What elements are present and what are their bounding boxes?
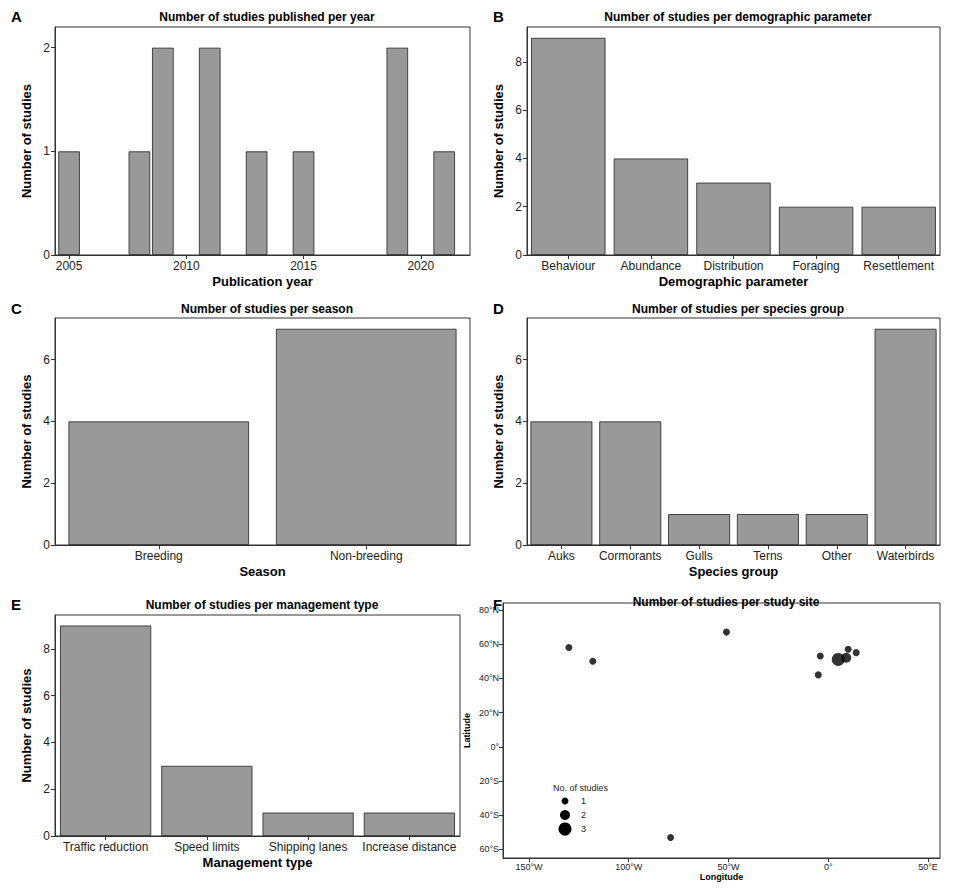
svg-text:Number of studies: Number of studies (19, 668, 34, 782)
svg-text:Number of studies published pe: Number of studies published per year (159, 10, 375, 24)
svg-text:Terns: Terns (753, 549, 782, 563)
svg-text:Longitude: Longitude (700, 872, 744, 882)
svg-text:Behaviour: Behaviour (541, 259, 595, 273)
svg-text:1: 1 (581, 796, 586, 806)
svg-text:0: 0 (43, 248, 50, 262)
svg-text:60°N: 60°N (479, 639, 499, 649)
svg-text:Demographic parameter: Demographic parameter (659, 274, 809, 289)
svg-text:Breeding: Breeding (135, 549, 183, 563)
svg-text:150°W: 150°W (515, 862, 543, 872)
svg-text:50°E: 50°E (918, 862, 938, 872)
svg-text:Number of studies per manageme: Number of studies per management type (146, 598, 379, 612)
svg-text:2: 2 (581, 810, 586, 820)
svg-text:Speed limits: Speed limits (174, 840, 239, 854)
svg-text:Abundance: Abundance (621, 259, 682, 273)
svg-text:2: 2 (515, 476, 522, 490)
svg-text:E: E (11, 596, 21, 613)
svg-text:2005: 2005 (56, 259, 83, 273)
svg-text:Distribution: Distribution (703, 259, 763, 273)
svg-text:Number of studies per species: Number of studies per species group (632, 302, 844, 316)
svg-text:Shipping lanes: Shipping lanes (269, 840, 348, 854)
svg-text:4: 4 (43, 414, 50, 428)
svg-text:Management type: Management type (203, 855, 313, 870)
svg-text:Resettlement: Resettlement (863, 259, 934, 273)
svg-text:20°N: 20°N (479, 708, 499, 718)
svg-text:Auks: Auks (548, 549, 575, 563)
svg-text:8: 8 (43, 642, 50, 656)
svg-text:Number of studies per season: Number of studies per season (181, 302, 353, 316)
svg-text:0°: 0° (824, 862, 833, 872)
svg-text:6: 6 (515, 103, 522, 117)
svg-text:4: 4 (43, 735, 50, 749)
svg-text:40°N: 40°N (479, 673, 499, 683)
svg-text:6: 6 (43, 353, 50, 367)
svg-text:3: 3 (581, 824, 586, 834)
svg-text:2: 2 (43, 41, 50, 55)
svg-text:100°W: 100°W (615, 862, 643, 872)
svg-text:8: 8 (515, 55, 522, 69)
svg-text:0°: 0° (490, 742, 499, 752)
svg-text:40°S: 40°S (479, 810, 499, 820)
svg-text:6: 6 (515, 353, 522, 367)
svg-text:Traffic reduction: Traffic reduction (63, 840, 148, 854)
svg-text:2010: 2010 (173, 259, 200, 273)
svg-text:Publication year: Publication year (212, 274, 312, 289)
svg-text:Species group: Species group (689, 564, 779, 579)
svg-text:1: 1 (43, 144, 50, 158)
svg-text:No. of studies: No. of studies (553, 783, 609, 793)
svg-text:Number of studies: Number of studies (19, 374, 34, 488)
svg-text:2: 2 (43, 476, 50, 490)
svg-text:Number of studies per study si: Number of studies per study site (633, 595, 820, 609)
svg-text:50°W: 50°W (717, 862, 740, 872)
svg-text:Number of studies: Number of studies (491, 374, 506, 488)
svg-text:4: 4 (515, 151, 522, 165)
svg-text:Increase distance: Increase distance (362, 840, 456, 854)
svg-text:Season: Season (239, 564, 285, 579)
svg-text:Gulls: Gulls (685, 549, 712, 563)
svg-text:C: C (11, 300, 22, 317)
svg-text:Foraging: Foraging (792, 259, 839, 273)
svg-text:A: A (11, 8, 22, 25)
svg-text:4: 4 (515, 414, 522, 428)
svg-text:0: 0 (43, 829, 50, 843)
svg-text:2: 2 (515, 200, 522, 214)
svg-text:20°S: 20°S (479, 776, 499, 786)
svg-text:2: 2 (43, 782, 50, 796)
svg-text:6: 6 (43, 689, 50, 703)
svg-text:Latitude: Latitude (462, 713, 472, 748)
svg-text:Number of studies: Number of studies (491, 84, 506, 198)
svg-text:B: B (493, 8, 504, 25)
svg-text:Cormorants: Cormorants (599, 549, 662, 563)
svg-text:Other: Other (822, 549, 852, 563)
svg-text:F: F (493, 596, 502, 613)
svg-text:80°N: 80°N (478, 604, 499, 615)
svg-text:Waterbirds: Waterbirds (877, 549, 935, 563)
svg-text:Number of studies per demograp: Number of studies per demographic parame… (604, 10, 872, 24)
svg-text:60°S: 60°S (479, 844, 499, 854)
svg-text:D: D (493, 300, 504, 317)
svg-text:0: 0 (515, 248, 522, 262)
svg-text:2015: 2015 (290, 259, 317, 273)
svg-text:0: 0 (43, 538, 50, 552)
svg-text:Non-breeding: Non-breeding (330, 549, 403, 563)
svg-text:2020: 2020 (407, 259, 434, 273)
svg-text:0: 0 (515, 538, 522, 552)
svg-text:Number of studies: Number of studies (19, 84, 34, 198)
